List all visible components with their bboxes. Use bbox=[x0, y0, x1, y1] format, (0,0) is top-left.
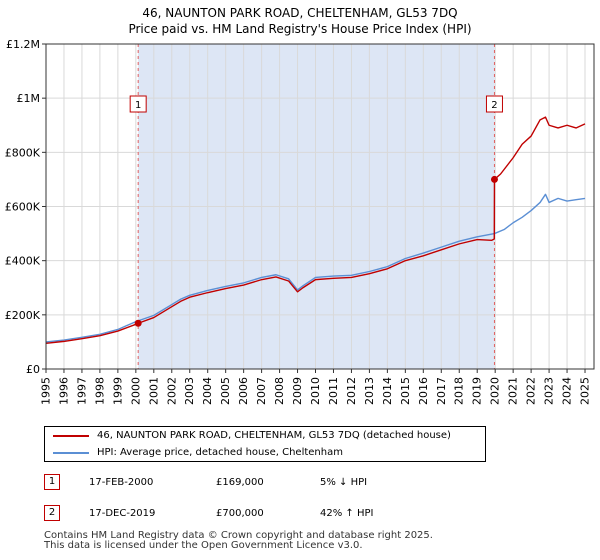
x-tick-label: 2007 bbox=[255, 377, 268, 405]
x-tick-label: 2015 bbox=[399, 377, 412, 405]
x-tick-label: 2009 bbox=[291, 377, 304, 405]
x-tick-label: 2023 bbox=[543, 377, 556, 405]
legend-item-property: 46, NAUNTON PARK ROAD, CHELTENHAM, GL53 … bbox=[53, 428, 451, 444]
x-tick-label: 2010 bbox=[309, 377, 322, 405]
legend-item-hpi: HPI: Average price, detached house, Chel… bbox=[53, 445, 343, 461]
y-tick-label: £0 bbox=[26, 363, 40, 376]
footer-licence: This data is licensed under the Open Gov… bbox=[44, 540, 363, 551]
sale-date: 17-FEB-2000 bbox=[89, 477, 154, 488]
x-tick-label: 2024 bbox=[561, 377, 574, 405]
legend: 46, NAUNTON PARK ROAD, CHELTENHAM, GL53 … bbox=[44, 426, 486, 462]
sale-date: 17-DEC-2019 bbox=[89, 508, 156, 519]
x-tick-label: 2019 bbox=[471, 377, 484, 405]
x-tick-label: 1998 bbox=[93, 377, 106, 405]
x-tick-label: 2002 bbox=[165, 377, 178, 405]
plot-border bbox=[45, 43, 595, 370]
legend-swatch-property bbox=[53, 435, 89, 437]
x-tick-label: 2004 bbox=[201, 377, 214, 405]
x-tick-label: 1996 bbox=[57, 377, 70, 405]
x-tick-label: 2018 bbox=[453, 377, 466, 405]
x-tick-label: 2025 bbox=[579, 377, 592, 405]
hpi-line bbox=[45, 193, 586, 343]
x-tick-label: 2021 bbox=[507, 377, 520, 405]
x-tick-label: 2006 bbox=[237, 377, 250, 405]
x-tick-label: 1997 bbox=[75, 377, 88, 405]
y-tick-label: £600K bbox=[5, 201, 41, 214]
sale-point bbox=[490, 175, 498, 183]
x-tick-label: 1995 bbox=[40, 377, 53, 405]
x-tick-label: 2020 bbox=[489, 377, 502, 405]
x-tick-label: 2001 bbox=[147, 377, 160, 405]
legend-label-property: 46, NAUNTON PARK ROAD, CHELTENHAM, GL53 … bbox=[97, 430, 451, 441]
sale-marker-label: 1 bbox=[135, 100, 141, 111]
sale-marker-box bbox=[485, 95, 503, 113]
sale-badge: 1 bbox=[44, 474, 60, 490]
x-tick-label: 2012 bbox=[345, 377, 358, 405]
x-tick-label: 2005 bbox=[219, 377, 232, 405]
x-tick-label: 2017 bbox=[435, 377, 448, 405]
y-tick-label: £200K bbox=[5, 309, 41, 322]
x-tick-label: 2022 bbox=[525, 377, 538, 405]
sale-marker-label: 2 bbox=[491, 100, 497, 111]
sale-badge: 2 bbox=[44, 505, 60, 521]
sale-row: 1 17-FEB-2000 £169,000 5% ↓ HPI bbox=[44, 474, 444, 492]
x-tick-label: 1999 bbox=[111, 377, 124, 405]
sale-marker-box bbox=[129, 95, 147, 113]
sale-point bbox=[134, 319, 142, 327]
property-price-line bbox=[45, 116, 586, 344]
chart-title: 46, NAUNTON PARK ROAD, CHELTENHAM, GL53 … bbox=[142, 6, 458, 20]
chart-subtitle: Price paid vs. HM Land Registry's House … bbox=[128, 22, 472, 36]
x-tick-label: 2011 bbox=[327, 377, 340, 405]
x-tick-label: 2013 bbox=[363, 377, 376, 405]
y-tick-label: £1.2M bbox=[6, 38, 40, 51]
legend-swatch-hpi bbox=[53, 452, 89, 454]
x-tick-label: 2008 bbox=[273, 377, 286, 405]
x-tick-label: 2016 bbox=[417, 377, 430, 405]
footer-copyright: Contains HM Land Registry data © Crown c… bbox=[44, 530, 433, 541]
y-tick-label: £400K bbox=[5, 255, 41, 268]
price-chart: 1995 1996 1997 1998 1999 2000 2001 2002 2003 2004… bbox=[5, 38, 595, 405]
y-tick-label: £800K bbox=[5, 146, 41, 159]
sale-row: 2 17-DEC-2019 £700,000 42% ↑ HPI bbox=[44, 505, 444, 523]
legend-label-hpi: HPI: Average price, detached house, Chel… bbox=[97, 447, 343, 458]
sale-hpi-change: 42% ↑ HPI bbox=[320, 508, 374, 519]
x-tick-label: 2014 bbox=[381, 377, 394, 405]
x-tick-label: 2003 bbox=[183, 377, 196, 405]
sale-hpi-change: 5% ↓ HPI bbox=[320, 477, 368, 488]
y-tick-label: £1M bbox=[17, 92, 41, 105]
sale-price: £169,000 bbox=[216, 477, 264, 488]
x-tick-label: 2000 bbox=[129, 377, 142, 405]
sale-price: £700,000 bbox=[216, 508, 264, 519]
